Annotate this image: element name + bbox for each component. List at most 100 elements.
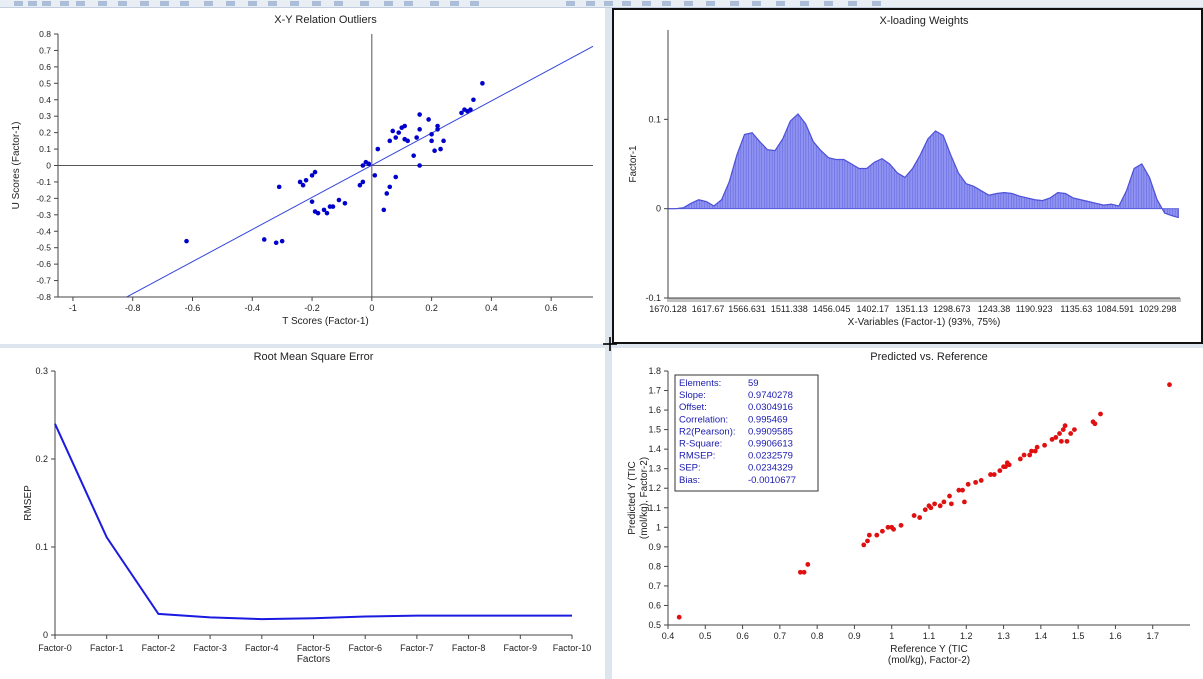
view-icon[interactable]	[604, 1, 613, 6]
help-icon[interactable]	[824, 1, 833, 6]
y-tick-label: -0.8	[36, 292, 51, 302]
rmse-chart[interactable]: Root Mean Square Error Factor-0 Factor-1 Fa…	[0, 348, 605, 679]
x-axis-label: Factors	[297, 654, 330, 665]
y-axis-label: U Scores (Factor-1)	[11, 122, 22, 210]
y-tick-label: 1.7	[648, 386, 661, 396]
data-point	[438, 146, 443, 152]
chart-icon[interactable]	[684, 1, 693, 6]
panel-divider-horizontal[interactable]	[0, 344, 1203, 348]
table-icon[interactable]	[248, 1, 257, 6]
y-tick-label: -0.3	[36, 210, 51, 220]
y-tick-label: 0.1	[35, 542, 48, 552]
data-point	[303, 177, 309, 183]
data-point	[1006, 462, 1012, 468]
x-loading-weights-chart[interactable]: X-loading Weights 1670.128 1617.67 1566.631…	[614, 10, 1201, 342]
open-icon[interactable]	[848, 1, 857, 6]
stats-label: Correlation:	[679, 414, 728, 425]
data-point	[459, 110, 464, 116]
chart-icon[interactable]	[226, 1, 235, 6]
open-icon[interactable]	[180, 1, 189, 6]
save-icon[interactable]	[28, 1, 37, 6]
rmsep-line	[54, 423, 572, 621]
help-icon[interactable]	[622, 1, 631, 6]
help-icon[interactable]	[160, 1, 169, 6]
data-point	[390, 128, 396, 134]
x-tick-label: 1	[889, 631, 894, 641]
marker-icon[interactable]	[566, 1, 575, 6]
save-icon[interactable]	[204, 1, 213, 6]
regression-line	[126, 45, 594, 298]
data-point	[1098, 411, 1103, 417]
zoom-icon[interactable]	[268, 1, 277, 6]
stats-label: SEP:	[679, 463, 701, 474]
select-icon[interactable]	[118, 1, 127, 6]
open-icon[interactable]	[384, 1, 393, 6]
x-tick-label: 0.6	[545, 303, 558, 313]
data-point	[417, 127, 422, 132]
view-icon[interactable]	[140, 1, 149, 6]
marker-icon[interactable]	[98, 1, 107, 6]
y-tick-label: -0.6	[36, 259, 51, 269]
select-icon[interactable]	[776, 1, 785, 6]
data-point	[375, 146, 381, 152]
data-point	[184, 238, 189, 244]
zoom-icon[interactable]	[470, 1, 479, 6]
data-point	[1072, 427, 1077, 433]
open-icon[interactable]	[14, 1, 23, 6]
data-point	[947, 493, 952, 499]
marker-icon[interactable]	[752, 1, 761, 6]
data-point	[962, 499, 967, 505]
x-tick-label: Factor-5	[297, 643, 331, 653]
x-tick-label: 1190.923	[1016, 304, 1053, 314]
stats-value: 0.0234329	[748, 463, 793, 474]
data-point	[1058, 438, 1064, 444]
stats-label: RMSEP:	[679, 451, 715, 462]
x-tick-label: 1243.38	[978, 304, 1011, 314]
x-tick-label: 1402.17	[856, 304, 889, 314]
stats-value: 0.0304916	[748, 402, 793, 413]
y-tick-label: 0.1	[648, 114, 661, 124]
chart-icon[interactable]	[42, 1, 51, 6]
stats-label: Bias:	[679, 475, 700, 486]
view-icon[interactable]	[334, 1, 343, 6]
zoom-icon[interactable]	[76, 1, 85, 6]
y-tick-label: 0.6	[648, 600, 661, 610]
y-axis-label: RMSEP	[23, 485, 34, 521]
xy-relation-outliers-panel[interactable]: X-Y Relation Outliers -1 -0.8 -0.6 -0.4 -0.2 0…	[0, 8, 605, 342]
save-icon[interactable]	[404, 1, 413, 6]
y-tick-label: 0.7	[648, 581, 661, 591]
view-icon[interactable]	[800, 1, 809, 6]
marker-icon[interactable]	[290, 1, 299, 6]
data-point	[1068, 431, 1074, 436]
data-point	[417, 163, 422, 168]
predicted-vs-reference-panel[interactable]: Predicted vs. Reference 0.4 0.5 0.6 0.7 0.8 0.…	[612, 348, 1203, 679]
open-icon[interactable]	[642, 1, 651, 6]
data-point	[801, 569, 807, 575]
xy-relation-outliers-chart[interactable]: X-Y Relation Outliers -1 -0.8 -0.6 -0.4 -0.2 0…	[0, 8, 605, 342]
help-icon[interactable]	[360, 1, 369, 6]
table-icon[interactable]	[706, 1, 715, 6]
y-tick-label: 1.3	[648, 464, 661, 474]
select-icon[interactable]	[312, 1, 321, 6]
chart-icon[interactable]	[430, 1, 439, 6]
x-tick-label: 1084.591	[1097, 304, 1135, 314]
x-tick-label: -0.6	[185, 303, 201, 313]
save-icon[interactable]	[662, 1, 671, 6]
table-icon[interactable]	[450, 1, 459, 6]
x-tick-label: 1135.63	[1060, 304, 1092, 314]
x-loading-weights-panel[interactable]: X-loading Weights 1670.128 1617.67 1566.631…	[612, 8, 1203, 344]
x-tick-label: 0.8	[811, 631, 824, 641]
y-tick-label: 1.1	[648, 503, 661, 513]
data-point	[885, 524, 891, 530]
x-tick-label: -0.2	[304, 303, 320, 313]
save-icon[interactable]	[872, 1, 881, 6]
table-icon[interactable]	[60, 1, 69, 6]
zoom-icon[interactable]	[730, 1, 739, 6]
rmse-panel[interactable]: Root Mean Square Error Factor-0 Factor-1 Fa…	[0, 348, 605, 679]
x-tick-label: 1.6	[1109, 631, 1122, 641]
select-icon[interactable]	[586, 1, 595, 6]
data-point	[1057, 431, 1062, 436]
data-point	[676, 614, 682, 620]
y-tick-label: 0.8	[39, 29, 51, 39]
